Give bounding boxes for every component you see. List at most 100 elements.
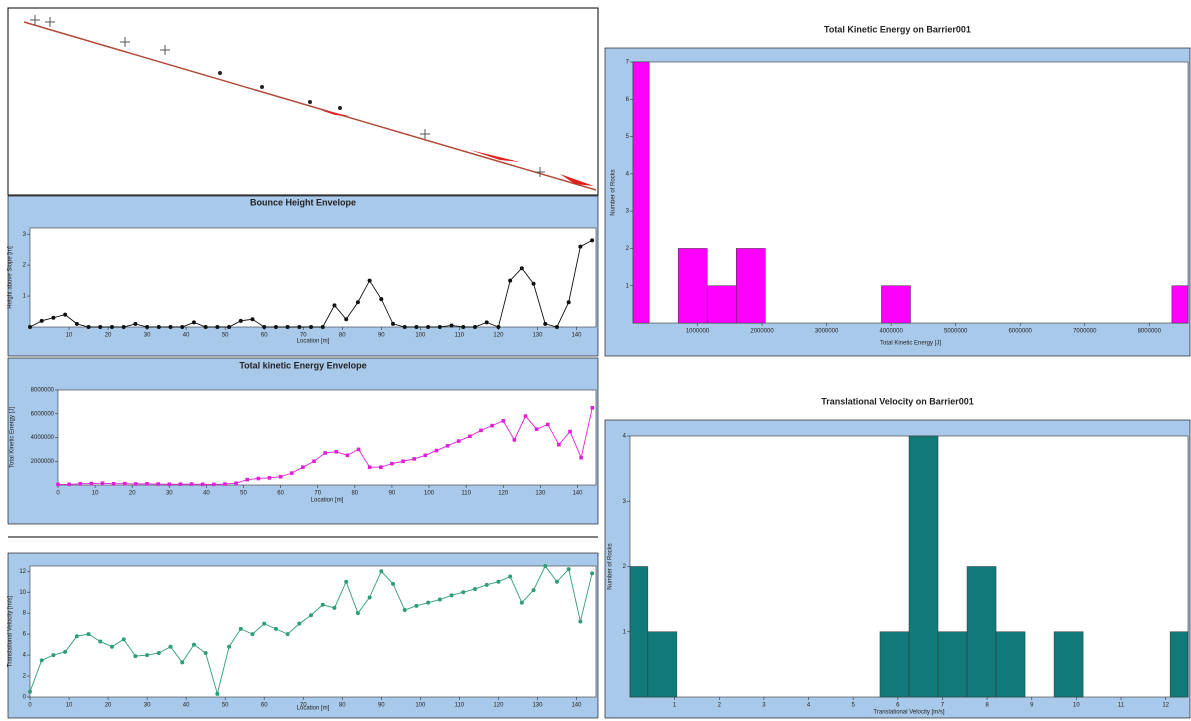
- y-axis-label: Height above Slope [m]: [8, 246, 14, 309]
- point: [355, 611, 360, 616]
- x-tick-label: 70: [300, 703, 307, 709]
- x-tick-label: 10: [92, 491, 99, 497]
- point: [133, 654, 138, 659]
- point: [167, 482, 172, 487]
- point: [309, 613, 314, 618]
- point: [191, 320, 196, 325]
- point: [289, 471, 294, 475]
- x-tick-label: 10: [66, 703, 73, 709]
- point: [297, 621, 302, 626]
- point: [285, 632, 290, 637]
- point: [434, 448, 439, 453]
- point: [323, 451, 327, 455]
- x-tick-label: 11: [1118, 703, 1125, 709]
- point: [590, 571, 595, 576]
- x-tick-label: 140: [571, 333, 582, 339]
- point: [223, 482, 227, 486]
- point: [262, 621, 267, 626]
- y-axis-label: Number of Rocks: [608, 543, 614, 589]
- point: [496, 325, 501, 329]
- point: [578, 619, 583, 624]
- point: [379, 569, 384, 574]
- x-tick-label: 5000000: [944, 329, 968, 335]
- y-tick-label: 2: [23, 674, 27, 680]
- point: [51, 315, 56, 320]
- point: [412, 457, 416, 461]
- x-tick-label: 60: [277, 491, 284, 497]
- point: [178, 482, 183, 486]
- y-tick-label: 8: [23, 611, 27, 617]
- chart-title: Translational Velocity on Barrier001: [821, 396, 974, 406]
- point: [461, 325, 466, 329]
- point: [67, 482, 71, 487]
- chart-title: Total Kinetic Energy on Barrier001: [824, 24, 971, 34]
- point: [423, 453, 428, 458]
- point: [508, 574, 513, 579]
- x-tick-label: 4: [807, 703, 811, 709]
- point: [312, 459, 316, 464]
- point: [379, 297, 384, 302]
- point: [472, 587, 477, 592]
- x-tick-label: 40: [183, 333, 190, 339]
- y-tick-label: 7: [626, 60, 630, 66]
- x-tick-label: 140: [571, 703, 582, 709]
- point: [74, 321, 79, 326]
- bar: [995, 631, 1026, 698]
- y-tick-label: 5: [626, 134, 630, 140]
- y-tick-label: 1: [626, 283, 630, 289]
- y-tick-label: 0: [23, 695, 27, 701]
- chart-title: Bounce Height Envelope: [250, 197, 356, 207]
- point: [121, 637, 126, 642]
- point: [250, 317, 255, 322]
- x-tick-label: 7000000: [1073, 329, 1097, 335]
- point: [56, 482, 60, 487]
- point: [215, 691, 220, 696]
- point: [508, 278, 513, 283]
- point: [554, 325, 559, 329]
- point: [590, 238, 595, 243]
- point: [168, 325, 173, 329]
- point: [578, 244, 583, 249]
- x-tick-label: 80: [351, 491, 358, 497]
- point: [227, 644, 232, 649]
- trajectory-panel: [7, 7, 599, 196]
- point: [566, 300, 571, 305]
- point: [367, 278, 372, 283]
- point: [297, 325, 302, 329]
- point: [215, 325, 220, 329]
- y-tick-label: 1: [623, 629, 627, 635]
- point: [531, 281, 536, 286]
- x-tick-label: 9: [1030, 703, 1034, 709]
- x-tick-label: 6000000: [1009, 329, 1033, 335]
- x-tick-label: 70: [300, 333, 307, 339]
- point: [121, 325, 126, 329]
- y-tick-label: 2: [23, 263, 27, 269]
- x-tick-label: 120: [498, 491, 509, 497]
- point: [28, 689, 32, 694]
- point: [39, 658, 44, 663]
- x-tick-label: 2000000: [750, 329, 774, 335]
- x-tick-label: 5: [852, 703, 856, 709]
- point: [479, 428, 483, 433]
- x-tick-label: 2: [718, 703, 722, 709]
- point: [245, 477, 250, 482]
- point: [356, 447, 361, 452]
- bar: [647, 631, 678, 698]
- point: [501, 419, 506, 423]
- x-tick-label: 3: [762, 703, 766, 709]
- point: [484, 320, 489, 325]
- point: [156, 482, 160, 486]
- x-tick-label: 12: [1162, 703, 1169, 709]
- point: [168, 644, 173, 649]
- point: [484, 582, 489, 587]
- point: [426, 600, 431, 605]
- x-tick-label: 20: [129, 491, 136, 497]
- x-tick-label: 40: [203, 491, 210, 497]
- x-tick-label: 30: [144, 333, 151, 339]
- point: [379, 465, 383, 469]
- x-tick-label: 60: [261, 333, 268, 339]
- point: [437, 597, 442, 602]
- plot-area: [632, 61, 1189, 324]
- point: [414, 603, 419, 608]
- point: [523, 414, 528, 418]
